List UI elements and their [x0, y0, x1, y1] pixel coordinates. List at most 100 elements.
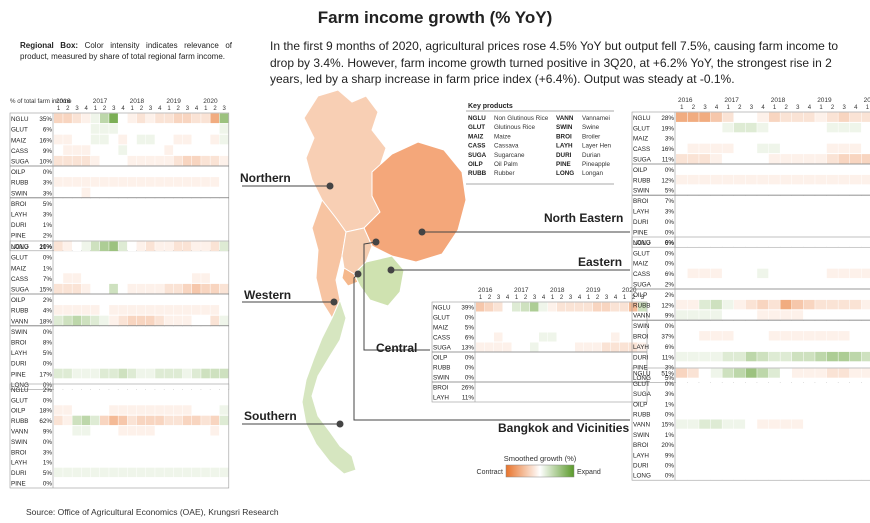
row-code: GLUT	[11, 255, 28, 262]
heatmap-cell	[219, 394, 229, 405]
heatmap-cell	[54, 368, 63, 379]
heatmap-cell	[210, 467, 220, 478]
heatmap-cell	[63, 467, 72, 478]
heatmap-cell	[173, 405, 183, 415]
quarter-label: 3	[186, 106, 190, 112]
heatmap-cell	[118, 198, 128, 208]
quarter-label: 1	[680, 105, 684, 111]
heatmap-cell	[611, 332, 620, 342]
row-share: 2%	[665, 282, 675, 289]
heatmap-cell	[539, 302, 548, 312]
heatmap-cell	[210, 241, 220, 252]
heatmap-cell	[521, 372, 530, 382]
heatmap-cell	[118, 415, 128, 426]
heatmap-cell	[81, 368, 91, 379]
heatmap-cell	[850, 185, 862, 195]
heatmap-cell	[127, 155, 137, 166]
heatmap-cell	[81, 187, 91, 198]
heatmap-cell	[768, 331, 780, 341]
heatmap-cell	[687, 279, 699, 289]
heatmap-cell	[173, 336, 183, 347]
heatmap-cell	[100, 347, 109, 358]
quarter-label: 3	[796, 105, 800, 111]
heatmap-cell	[81, 384, 91, 394]
legend-title: Smoothed growth (%)	[504, 454, 577, 463]
heatmap-cell	[512, 322, 521, 332]
heatmap-cell	[584, 322, 593, 332]
heatmap-cell	[803, 216, 815, 226]
heatmap-cell	[557, 302, 566, 312]
map-region-southern	[301, 298, 357, 475]
heatmap-cell	[192, 384, 201, 394]
heatmap-cell	[503, 382, 512, 392]
heatmap-cell	[72, 124, 82, 134]
heatmap-cell	[792, 388, 804, 399]
heatmap-cell	[826, 154, 838, 164]
heatmap-cell	[164, 457, 174, 467]
row-code: MAIZ	[11, 265, 26, 272]
heatmap-cell	[780, 195, 792, 206]
row-code: BROI	[633, 198, 649, 205]
heatmap-cell	[861, 206, 870, 216]
heatmap-cell	[219, 134, 229, 145]
heatmap-cell	[192, 134, 201, 145]
heatmap-cell	[676, 185, 688, 195]
heatmap-cell	[219, 294, 229, 305]
heatmap-cell	[780, 154, 792, 164]
heatmap-cell	[745, 185, 757, 195]
heatmap-cell	[201, 426, 210, 436]
heatmap-cell	[710, 320, 722, 331]
row-share: 5%	[43, 201, 53, 208]
heatmap-cell	[722, 331, 734, 341]
heatmap-cell	[734, 289, 746, 299]
heatmap-cell	[136, 240, 146, 251]
heatmap-cell	[521, 352, 530, 362]
heatmap-cell	[593, 332, 602, 342]
heatmap-cell	[722, 450, 734, 460]
heatmap-cell	[768, 470, 780, 480]
heatmap-cell	[687, 154, 699, 164]
heatmap-cell	[63, 262, 72, 273]
row-code: CASS	[11, 276, 28, 283]
heatmap-cell	[109, 198, 118, 208]
heatmap-cell	[699, 237, 711, 247]
heatmap-cell	[734, 320, 746, 331]
row-share: 6%	[665, 240, 675, 247]
heatmap-cell	[584, 372, 593, 382]
heatmap-cell	[539, 322, 548, 332]
heatmap-cell	[182, 315, 192, 326]
heatmap-cell	[745, 164, 757, 174]
heatmap-cell	[63, 187, 72, 198]
heatmap-cell	[109, 436, 118, 446]
heatmap-cell	[699, 299, 711, 310]
heatmap-cell	[861, 310, 870, 320]
heatmap-cell	[127, 384, 137, 394]
row-share: 3%	[665, 391, 675, 398]
heatmap-cell	[710, 419, 722, 429]
heatmap-cell	[63, 283, 72, 294]
heatmap-cell	[734, 399, 746, 409]
heatmap-cell	[734, 351, 746, 362]
heatmap-cell	[192, 405, 201, 415]
heatmap-cell	[815, 237, 827, 247]
heatmap-cell	[861, 378, 870, 388]
heatmap-cell	[557, 372, 566, 382]
heatmap-cell	[476, 342, 485, 352]
heatmap-cell	[512, 342, 521, 352]
heatmap-cell	[792, 299, 804, 310]
heatmap-cell	[548, 372, 557, 382]
heatmap-cell	[146, 326, 155, 336]
heatmap-cell	[792, 331, 804, 341]
heatmap-cell	[826, 341, 838, 351]
heatmap-cell	[792, 368, 804, 378]
heatmap-cell	[201, 198, 210, 208]
heatmap-cell	[699, 206, 711, 216]
heatmap-cell	[90, 113, 100, 124]
row-share: 9%	[43, 148, 53, 155]
heatmap-cell	[494, 372, 503, 382]
heatmap-cell	[676, 310, 688, 320]
heatmap-cell	[838, 143, 850, 154]
heatmap-cell	[593, 312, 602, 322]
row-share: 2%	[43, 297, 53, 304]
row-code: VANN	[11, 429, 28, 436]
